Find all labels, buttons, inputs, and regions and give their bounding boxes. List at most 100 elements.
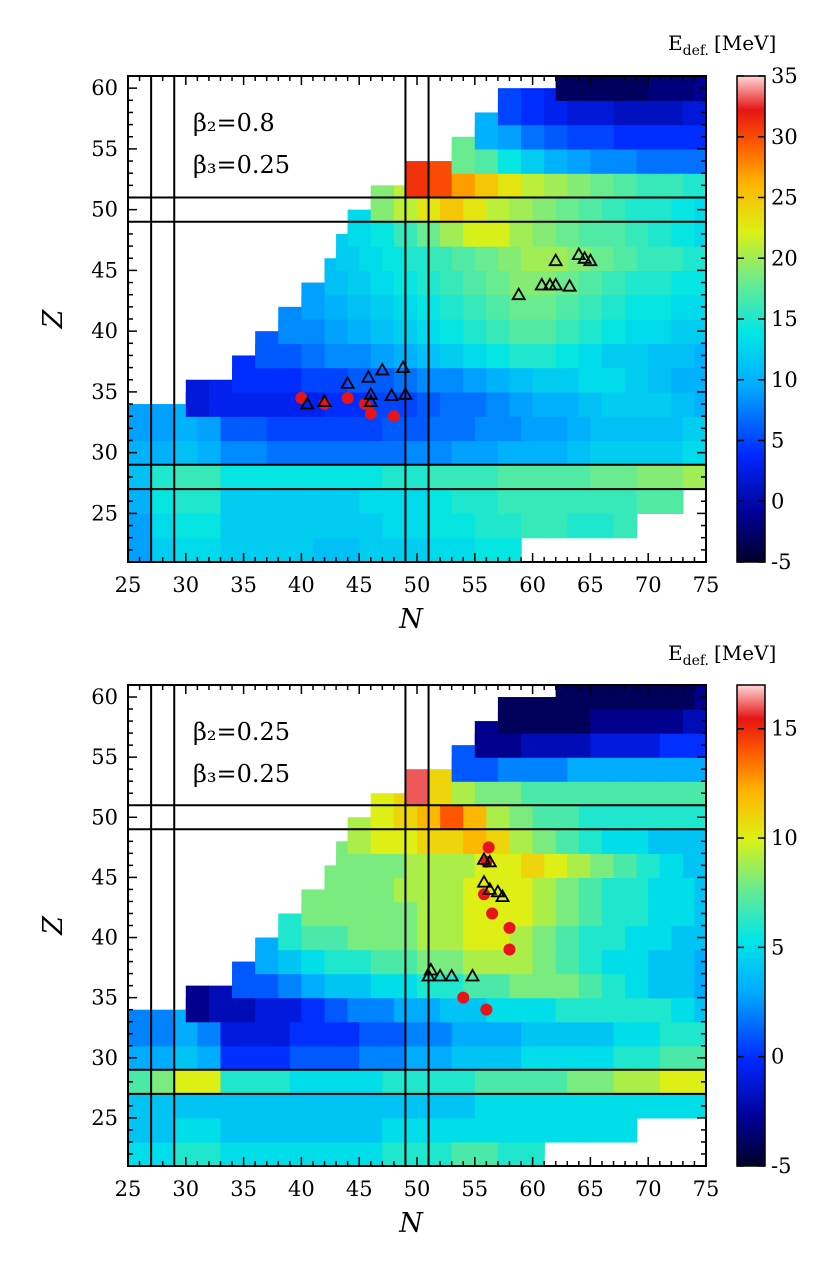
x-tick-label: 50: [404, 1177, 431, 1201]
colorbar-tick-label: 15: [771, 717, 798, 741]
y-tick-label: 45: [91, 865, 118, 889]
x-tick-label: 55: [461, 573, 488, 597]
heatmap-cell: [255, 331, 279, 357]
triangle-markers: [299, 246, 598, 410]
triangle-marker: [340, 375, 356, 389]
heatmap-cells: [128, 76, 707, 563]
axis-ticks: [127, 75, 707, 563]
triangle-marker: [562, 278, 578, 292]
x-tick-label: 60: [519, 573, 546, 597]
x-tick-label: 40: [288, 573, 315, 597]
triangle-marker: [374, 362, 390, 376]
y-tick-label: 50: [91, 805, 118, 829]
triangle-marker: [444, 968, 460, 982]
colorbar-tick-label: 10: [771, 368, 798, 392]
red-circle-marker: [503, 921, 516, 934]
red-circle-marker: [482, 841, 495, 854]
red-circle-marker: [480, 1003, 493, 1016]
colorbar-gradient: [736, 684, 766, 1167]
y-tick-label: 50: [91, 198, 118, 222]
annotation-beta3: β₃=0.25: [193, 151, 290, 179]
y-tick-label: 25: [91, 501, 118, 525]
red-circle-marker: [457, 991, 470, 1004]
colorbar-tick-label: 20: [771, 246, 798, 270]
heatmap-cell: [555, 76, 580, 89]
triangle-marker: [534, 277, 550, 291]
y-tick-label: 30: [91, 441, 118, 465]
triangle-marker: [548, 252, 564, 267]
red-circle-marker: [503, 943, 516, 956]
colorbar-ticks: [737, 75, 765, 563]
triangle-marker: [464, 968, 481, 982]
triangle-marker: [395, 359, 411, 374]
y-tick-label: 45: [91, 258, 118, 282]
heatmap-cell: [405, 161, 430, 186]
y-tick-label: 30: [91, 1046, 118, 1070]
heatmap-cell: [278, 913, 302, 939]
triangle-markers: [421, 851, 511, 982]
triangle-marker: [511, 286, 527, 301]
colorbar-tick-label: 5: [771, 935, 784, 959]
heatmap-cell: [151, 404, 175, 429]
heatmap-cell: [601, 76, 626, 89]
y-axis-title: Z: [38, 308, 69, 329]
y-tick-label: 55: [91, 137, 118, 161]
magic-lines: [128, 76, 706, 562]
triangle-marker: [432, 968, 448, 982]
x-tick-label: 55: [461, 1177, 488, 1201]
heatmap-cell: [648, 685, 672, 698]
triangle-marker: [397, 386, 413, 400]
triangle-marker: [494, 888, 511, 902]
triangle-marker: [582, 252, 598, 267]
y-tick-label: 35: [91, 380, 118, 404]
heatmap-cell: [555, 685, 580, 698]
y-tick-label: 40: [91, 319, 118, 343]
colorbar-tick-label: 0: [771, 1045, 784, 1069]
annotation-beta2: β₂=0.8: [193, 109, 275, 137]
x-tick-label: 75: [693, 1177, 720, 1201]
triangle-marker: [299, 396, 315, 410]
heatmap-cell: [301, 889, 326, 915]
colorbar-title-unit: [MeV]: [714, 641, 776, 665]
triangle-marker: [577, 250, 593, 264]
colorbar-ticks: [737, 727, 765, 1167]
heatmap-cell: [648, 76, 672, 89]
triangle-marker: [360, 369, 376, 383]
colorbar: -5 0 5 10 15 Edef. [MeV]: [668, 641, 798, 1178]
x-tick-label: 30: [172, 573, 199, 597]
heatmap-cell: [694, 76, 707, 89]
heatmap-cell: [428, 769, 453, 794]
x-axis-title: N: [398, 1208, 424, 1239]
triangle-marker: [384, 387, 400, 401]
colorbar-tick-label: 35: [771, 64, 798, 88]
heatmap-cell: [474, 112, 499, 138]
heatmap-cell: [625, 76, 649, 89]
heatmap-cell: [521, 697, 545, 722]
chart-panel-2: 25 30 35 40 45 50 55 60 65 70 752530354045505560NZ…: [38, 641, 798, 1239]
red-circle-marker: [341, 391, 354, 404]
colorbar-tick-label: 5: [771, 429, 784, 453]
colorbar-tick-label: 0: [771, 489, 784, 513]
x-tick-label: 75: [693, 573, 720, 597]
colorbar-title: Edef. [MeV]: [668, 31, 776, 59]
annotation-beta3: β₃=0.25: [193, 760, 290, 788]
triangle-marker: [476, 851, 492, 865]
heatmap-cell: [497, 88, 522, 114]
colorbar-title-unit: [MeV]: [714, 31, 776, 55]
y-tick-label: 35: [91, 986, 118, 1010]
chart-panel-1: 25 30 35 40 45 50 55 60 65 70 752530354045505560NZ…: [38, 31, 798, 635]
y-tick-label: 55: [91, 745, 118, 769]
triangle-marker: [363, 386, 379, 400]
heatmap-cell: [301, 282, 326, 308]
triangle-marker: [423, 962, 439, 976]
triangle-marker: [476, 874, 492, 888]
x-tick-label: 25: [115, 573, 142, 597]
x-tick-label: 70: [635, 573, 662, 597]
heatmap-cell: [185, 985, 210, 1011]
triangle-marker: [571, 246, 587, 261]
x-tick-label: 45: [346, 1177, 373, 1201]
heatmap-cell: [151, 1009, 175, 1035]
heatmap-cell: [255, 937, 279, 963]
x-tick-label: 40: [288, 1177, 315, 1201]
